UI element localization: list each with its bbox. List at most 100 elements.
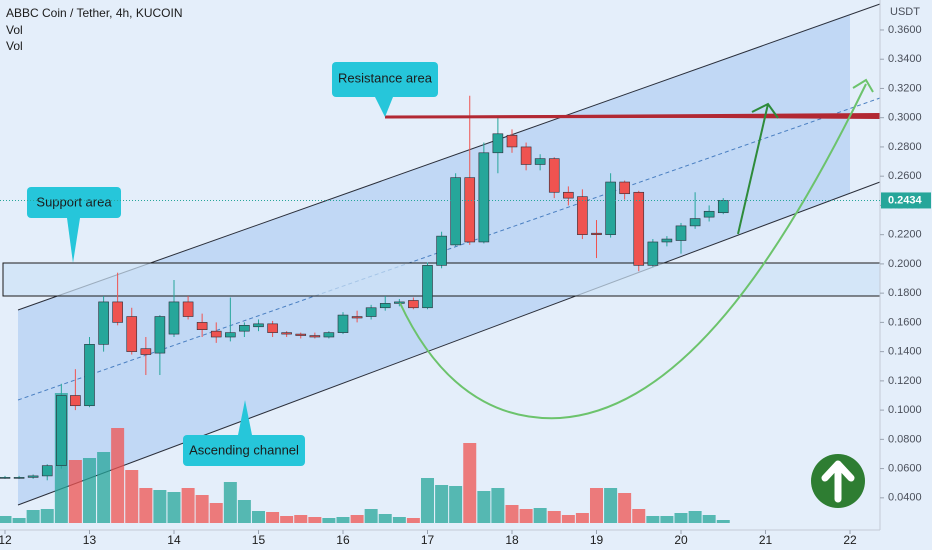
- volume-bar: [618, 493, 632, 523]
- candle-body: [56, 395, 67, 466]
- candle-body: [84, 344, 95, 407]
- candle-body: [337, 314, 349, 333]
- y-tick-label: 0.0400: [888, 492, 922, 504]
- y-tick-label: 0.3200: [888, 82, 922, 94]
- candle-body: [309, 335, 321, 338]
- volume-bar: [139, 488, 153, 523]
- y-tick-label: 0.2000: [888, 258, 922, 270]
- x-tick-label: 18: [505, 533, 519, 547]
- volume-bar: [575, 513, 589, 523]
- x-tick-label: 22: [843, 533, 857, 547]
- volume-bar: [0, 516, 12, 523]
- volume-bar: [716, 520, 730, 523]
- y-tick-label: 0.1200: [888, 375, 922, 387]
- projection-arrowhead: [852, 78, 874, 93]
- candle-body: [323, 332, 335, 338]
- last-price-tag: [881, 192, 931, 209]
- y-tick-label: 0.2600: [888, 170, 922, 182]
- candle-body: [633, 191, 645, 266]
- y-axis-label: USDT: [890, 6, 920, 18]
- y-tick-label: 0.3600: [888, 24, 922, 36]
- volume-bar: [266, 512, 280, 523]
- x-tick-label: 13: [83, 533, 97, 547]
- x-tick-label: 16: [336, 533, 350, 547]
- volume-bar: [589, 488, 603, 523]
- volume-pane: [0, 393, 730, 523]
- target-arrowhead: [751, 102, 779, 119]
- callout-pointer: [67, 218, 80, 263]
- target-arrow: [737, 103, 769, 235]
- volume-bar: [491, 488, 505, 523]
- callout: Support area: [27, 187, 121, 263]
- volume-bar: [12, 518, 26, 523]
- annotation: Ascending channel: [189, 442, 299, 457]
- candle-body: [239, 325, 250, 332]
- volume-bar: [420, 478, 434, 523]
- candle-body: [717, 200, 729, 214]
- channel-lower: [17, 181, 881, 506]
- x-tick-label: 20: [674, 533, 688, 547]
- time-axis-bg: [0, 530, 932, 550]
- candle-body: [703, 210, 715, 218]
- volume-bar: [406, 518, 420, 523]
- volume-bar: [547, 511, 561, 523]
- volume-bar: [632, 509, 646, 523]
- candle-body: [27, 475, 39, 478]
- volume-bar: [40, 509, 54, 523]
- volume-bar: [280, 516, 294, 523]
- volume-bar: [604, 488, 618, 523]
- candle-body: [295, 333, 307, 336]
- candle-body: [647, 241, 659, 266]
- candle-body: [126, 316, 138, 352]
- volume-bar: [322, 518, 336, 523]
- candle-body: [0, 477, 11, 479]
- volume-bar: [561, 515, 575, 523]
- candle-body: [577, 196, 588, 235]
- x-tick-label: 14: [167, 533, 181, 547]
- candle-body: [253, 323, 264, 328]
- chart-title: ABBC Coin / Tether, 4h, KUCOIN: [6, 6, 183, 20]
- candle-body: [520, 146, 532, 165]
- volume-bar: [294, 515, 308, 523]
- candle-body: [506, 134, 518, 148]
- candles: [0, 95, 729, 481]
- volume-bar: [209, 503, 223, 523]
- candle-body: [281, 332, 292, 335]
- candle-body: [422, 265, 433, 309]
- candle-body: [436, 235, 447, 266]
- volume-bar: [237, 500, 251, 523]
- candle-body: [140, 348, 152, 355]
- volume-bar: [153, 490, 167, 523]
- volume-bar: [223, 482, 237, 523]
- candle-body: [225, 332, 236, 338]
- legend-label: Vol: [6, 39, 23, 53]
- candle-body: [13, 477, 25, 479]
- candle-body: [41, 465, 53, 477]
- volume-bar: [251, 511, 265, 523]
- axes: 0.0400 0.0600 0.0800 0.1000 0.1200 0.1400 0.16…: [0, 24, 931, 547]
- y-tick-label: 0.2800: [888, 141, 922, 153]
- candle-body: [408, 300, 419, 309]
- candle-body: [154, 316, 166, 354]
- y-tick-label: 0.3400: [888, 53, 922, 65]
- candle-body: [196, 322, 208, 330]
- callout: Ascending channel: [183, 400, 305, 466]
- callout: Resistance area: [332, 62, 438, 117]
- channel-mid: [17, 97, 881, 401]
- volume-bar: [463, 443, 477, 523]
- candle-body: [379, 303, 391, 309]
- candle-body: [450, 177, 461, 246]
- y-tick-label: 0.1000: [888, 404, 922, 416]
- volume-bar: [688, 511, 702, 523]
- candle-body: [563, 191, 574, 199]
- volume-bar: [26, 510, 40, 523]
- candle-body: [605, 181, 616, 235]
- channel-upper: [17, 3, 881, 311]
- volume-bar: [702, 515, 716, 523]
- volume-bar: [195, 495, 209, 523]
- volume-bar: [505, 505, 519, 523]
- callout-box: [183, 435, 305, 466]
- candle-body: [267, 323, 278, 333]
- volume-bar: [364, 509, 378, 523]
- y-tick-label: 0.0800: [888, 433, 922, 445]
